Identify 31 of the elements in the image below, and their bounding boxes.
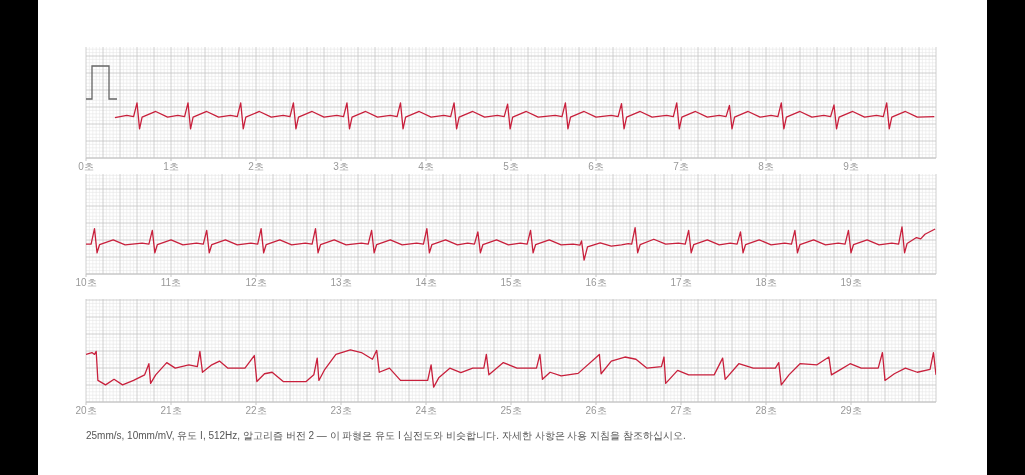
x-tick-label: 6초 (588, 161, 604, 173)
x-tick-label: 25초 (500, 405, 522, 417)
x-tick-label: 5초 (503, 161, 519, 173)
x-tick-label: 4초 (418, 161, 434, 173)
x-tick-label: 27초 (670, 405, 692, 417)
x-tick-label: 8초 (758, 161, 774, 173)
x-tick-label: 12초 (245, 277, 267, 289)
x-tick-label: 19초 (840, 277, 862, 289)
x-tick-label: 10초 (75, 277, 97, 289)
x-tick-label: 21초 (160, 405, 182, 417)
x-tick-label: 24초 (415, 405, 437, 417)
x-tick-label: 14초 (415, 277, 437, 289)
x-tick-label: 20초 (75, 405, 97, 417)
x-tick-label: 16초 (585, 277, 607, 289)
x-tick-label: 2초 (248, 161, 264, 173)
x-tick-label: 22초 (245, 405, 267, 417)
x-tick-label: 17초 (670, 277, 692, 289)
x-tick-label: 11초 (160, 277, 182, 289)
x-tick-label: 23초 (330, 405, 352, 417)
x-tick-label: 29초 (840, 405, 862, 417)
x-tick-label: 18초 (755, 277, 777, 289)
x-tick-label: 0초 (78, 161, 94, 173)
x-tick-label: 3초 (333, 161, 349, 173)
x-tick-label: 15초 (500, 277, 522, 289)
x-tick-label: 28초 (755, 405, 777, 417)
text: 25mm/s, 10mm/mV, 유도 I, 512Hz, 알고리즘 버전 2 — 이 파형은 유도 I 심전도와 비슷합니다. 자세한 사항은 사용 지침을 참조하십시오. (86, 429, 686, 443)
x-tick-label: 9초 (843, 161, 859, 173)
x-tick-label: 26초 (585, 405, 607, 417)
x-tick-label: 1초 (163, 161, 179, 173)
x-tick-label: 13초 (330, 277, 352, 289)
x-tick-label: 7초 (673, 161, 689, 173)
